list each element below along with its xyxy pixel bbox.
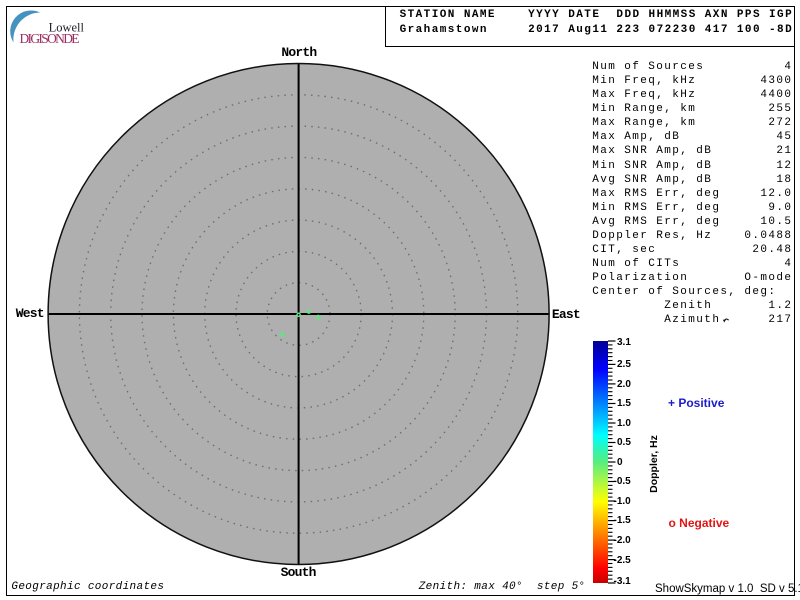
svg-text:Lowell: Lowell (49, 21, 85, 35)
svg-text:DIGISONDE: DIGISONDE (20, 31, 80, 46)
